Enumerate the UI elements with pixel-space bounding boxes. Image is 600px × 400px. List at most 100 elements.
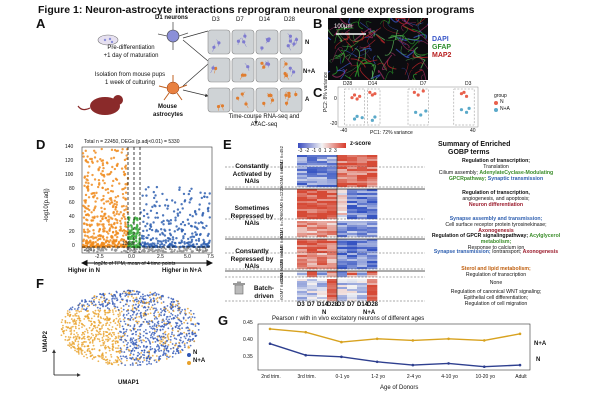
umap-point-n (96, 306, 99, 309)
volcano-point (149, 225, 153, 228)
umap-point-na (97, 324, 100, 327)
volcano-point-ns (164, 248, 167, 251)
umap-point-n (119, 347, 122, 350)
umap-point-n (71, 306, 74, 309)
umap-point-n (172, 301, 175, 303)
micro-fiber (370, 64, 376, 80)
umap-point-n (135, 341, 138, 344)
heatmap-cell (317, 201, 328, 204)
umap-point-n (130, 309, 133, 312)
g-xtick: 2nd trim. (261, 374, 281, 380)
heatmap-cell (367, 161, 378, 164)
volcano-point (204, 243, 207, 246)
heatmap-cell (307, 177, 318, 180)
micro-fiber (419, 55, 428, 70)
go-term-text: Regulation of transcription; (461, 158, 530, 164)
micro-fiber (336, 33, 343, 42)
volcano-point (207, 209, 210, 213)
heatmap-cell (367, 251, 378, 254)
volcano-point (119, 222, 123, 225)
heatmap-cell (307, 163, 318, 166)
umap-point-n (154, 340, 157, 343)
umap-point-n (163, 306, 166, 308)
module-label: nGM4 n=624 (279, 162, 284, 187)
volcano-point (99, 245, 102, 249)
umap-point-na (116, 324, 119, 327)
umap-point-n (122, 304, 125, 307)
volcano-point (122, 170, 126, 174)
umap-point-na (68, 321, 71, 324)
volcano-point (91, 235, 94, 238)
heatmap-cell (347, 275, 358, 278)
umap-point-n (125, 355, 128, 358)
umap-point-n (179, 332, 182, 334)
heatmap-cell (327, 183, 338, 186)
zscore-tick: -2 (304, 148, 310, 154)
heatmap-cell (307, 243, 318, 246)
heatmap-cell (327, 249, 338, 252)
umap-point-na (108, 347, 111, 350)
umap-point-na (89, 320, 92, 323)
go-term-text: Translation (483, 164, 509, 170)
heatmap-cell (327, 245, 338, 248)
volcano-point (100, 199, 103, 202)
heatmap-cell (367, 283, 378, 286)
umap-point-n (163, 314, 166, 317)
umap-point-na (154, 315, 156, 318)
heatmap-cell (317, 231, 328, 234)
volcano-point (100, 147, 103, 151)
umap-point-na (93, 325, 96, 328)
umap-point-na (105, 338, 107, 341)
umap-point-na (100, 317, 103, 319)
umap-point-na (115, 350, 118, 353)
umap-point-na (67, 336, 70, 338)
umap-point-n (135, 300, 138, 303)
neuron-icon (157, 22, 189, 50)
volcano-point (113, 221, 116, 225)
volcano-point (93, 156, 97, 159)
umap-point-na (133, 290, 136, 293)
umap-point-n (174, 352, 177, 355)
heatmap-cell (297, 279, 308, 282)
heatmap-cell (347, 161, 358, 164)
heatmap-cell (357, 217, 368, 220)
heatmap-cell (307, 217, 318, 220)
volcano-point (171, 238, 175, 241)
umap-point-na (81, 323, 84, 326)
umap-point-n (152, 292, 155, 295)
umap-point-n (146, 351, 149, 354)
umap-point-n (92, 300, 95, 303)
heatmap-cell (337, 185, 348, 188)
umap-point-na (72, 320, 75, 323)
heatmap-cell (317, 223, 328, 226)
pca-ylabel: PC2: 8% variance (323, 71, 329, 112)
heatmap-cell (337, 275, 348, 278)
umap-point-na (97, 331, 100, 334)
umap-point-na (104, 347, 107, 350)
heatmap-cell (307, 183, 318, 186)
umap-point-na (101, 327, 103, 329)
volcano-point (164, 239, 168, 242)
heatmap-cell (357, 201, 368, 204)
umap-point-n (137, 347, 140, 350)
heatmap-cell (297, 295, 308, 298)
volcano-point (115, 210, 119, 213)
umap-point-n (150, 356, 152, 359)
heatmap-cell (307, 207, 318, 210)
umap-point-n (148, 340, 151, 343)
volcano-point (108, 229, 111, 233)
volcano-point (180, 229, 184, 232)
umap-point-na (88, 338, 91, 341)
volcano-point (159, 228, 163, 231)
umap-point-n (161, 321, 164, 324)
heatmap-cell (297, 267, 308, 270)
volcano-point (208, 192, 211, 195)
volcano-point (134, 237, 138, 240)
volcano-point (175, 236, 178, 240)
micro-fiber (413, 46, 426, 61)
series-point (411, 363, 415, 367)
heatmap-cell (347, 253, 358, 256)
umap-point-n (129, 363, 132, 366)
volcano-point (102, 225, 105, 228)
heatmap-cell (297, 163, 308, 166)
